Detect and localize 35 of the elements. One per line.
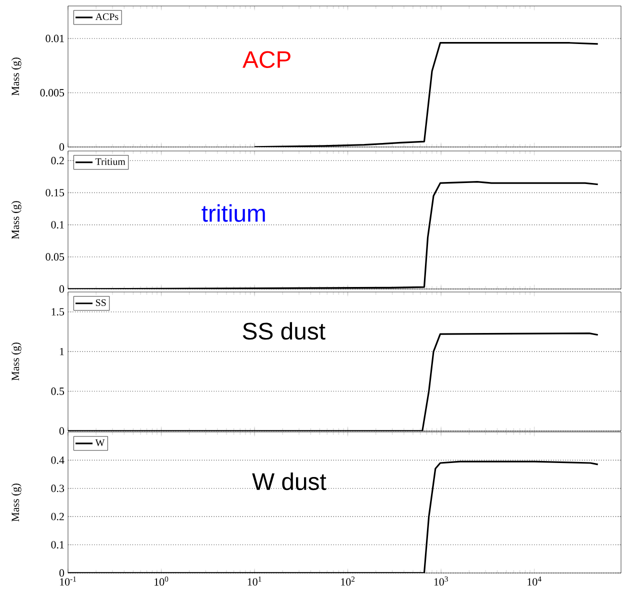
- y-tick-label: 0: [59, 285, 64, 293]
- y-tick-label: 0.1: [51, 221, 64, 229]
- x-tick-label: 10$^{2}$: [341, 576, 355, 586]
- legend-label: W: [95, 439, 105, 446]
- y-tick-label: 0.005: [40, 89, 64, 96]
- legend-label: ACPs: [95, 13, 118, 20]
- x-tick-label: 10$^{3}$: [434, 576, 448, 586]
- y-tick-label: 0.2: [51, 512, 64, 520]
- y-tick-label: 0.5: [51, 388, 64, 395]
- y-tick-label: 0.3: [51, 484, 64, 492]
- y-tick-label: 0.2: [51, 156, 64, 164]
- x-tick-label: 10$^{1}$: [248, 576, 262, 586]
- y-axis-title: Mass (g): [11, 201, 22, 239]
- x-tick-label: 10$^{4}$: [528, 576, 542, 586]
- x-tick-label: 10$^{0}$: [154, 576, 168, 586]
- y-tick-label: 0.15: [46, 188, 64, 196]
- legend-label: SS: [96, 299, 106, 306]
- y-tick-label: 0: [59, 427, 64, 435]
- annotation: ACP: [242, 51, 290, 68]
- y-tick-label: 0.1: [51, 541, 64, 549]
- legend-label: Tritium: [96, 158, 126, 165]
- y-tick-label: 0: [59, 569, 64, 577]
- y-tick-label: 1.5: [52, 308, 64, 316]
- y-axis-title: Mass (g): [11, 484, 22, 522]
- y-axis-title: Mass (g): [11, 342, 22, 380]
- annotation: W dust: [252, 472, 326, 490]
- y-axis-title: Mass (g): [11, 58, 22, 96]
- y-tick-label: 0: [59, 143, 64, 151]
- annotation: tritium: [202, 204, 265, 222]
- x-tick-label: 10$^{-1}$: [60, 576, 76, 586]
- y-tick-label: 0.05: [46, 253, 64, 261]
- annotation: SS dust: [242, 322, 326, 340]
- y-tick-label: 1: [60, 348, 64, 356]
- y-tick-label: 0.01: [46, 34, 64, 42]
- y-tick-label: 0.4: [51, 456, 64, 464]
